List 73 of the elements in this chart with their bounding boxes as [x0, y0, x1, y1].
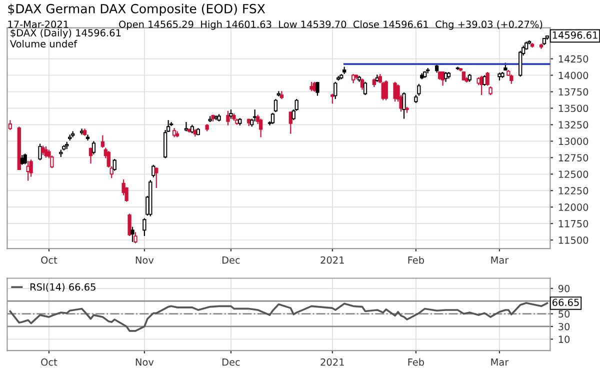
- x-tick-label: Oct: [41, 358, 58, 366]
- candlestick: [128, 213, 132, 237]
- candlestick: [274, 98, 278, 113]
- candlestick: [440, 70, 445, 86]
- candlestick: [184, 122, 188, 132]
- candlestick: [316, 81, 320, 96]
- chart-title: $DAX German DAX Composite (EOD) FSX: [8, 4, 266, 16]
- candlestick: [486, 71, 490, 86]
- candlestick: [253, 108, 257, 122]
- y-tick-label: 30: [558, 322, 570, 330]
- candlestick: [92, 140, 96, 155]
- candlestick: [29, 159, 33, 178]
- x-tick-label: 2021: [320, 358, 344, 366]
- candlestick: [351, 73, 356, 84]
- x-tick-label: Mar: [491, 358, 509, 366]
- y-tick-label: 12250: [558, 187, 588, 194]
- x-tick-label: Mar: [491, 256, 509, 264]
- x-tick-label: Dec: [222, 358, 240, 366]
- annotation: 66.65: [552, 298, 579, 306]
- x-tick-label: 2021: [320, 256, 344, 264]
- annotation: Volume undef: [10, 40, 78, 48]
- legend-label: RSI(14) 66.65: [30, 283, 96, 292]
- y-tick-label: 13750: [558, 88, 588, 96]
- chart-subtitle: 17-Mar-2021: [8, 20, 68, 28]
- candlestick: [330, 93, 334, 104]
- candlestick: [417, 83, 421, 96]
- y-tick-label: 10: [558, 336, 570, 344]
- annotation: Open 14565.29 High 14601.63 Low 14539.70 Close 14596.61 Chg +39.03 (+0.27%): [119, 20, 542, 30]
- candlestick: [152, 164, 156, 178]
- candlestick: [44, 146, 48, 158]
- candlestick: [270, 112, 275, 125]
- candlestick: [363, 81, 368, 96]
- y-tick-label: 12000: [558, 204, 588, 211]
- y-tick-label: 13250: [558, 121, 588, 129]
- x-tick-label: Feb: [408, 358, 424, 366]
- candlestick: [134, 232, 138, 244]
- candlestick: [288, 110, 292, 134]
- y-tick-label: 11750: [558, 220, 588, 228]
- candlestick: [258, 118, 263, 138]
- y-tick-label: 13500: [558, 104, 588, 112]
- candlestick: [154, 166, 158, 188]
- candlestick: [384, 80, 388, 101]
- candlestick: [8, 120, 12, 131]
- line-series: [9, 302, 548, 332]
- y-tick-label: 14250: [558, 55, 588, 63]
- y-tick-label: 12750: [558, 154, 588, 162]
- candlestick: [142, 218, 146, 237]
- annotation: 14596.61: [552, 31, 598, 39]
- y-tick-label: 90: [558, 284, 570, 292]
- x-tick-label: Feb: [408, 256, 424, 264]
- annotation: $DAX (Daily) 14596.61: [10, 28, 121, 38]
- x-tick-label: Nov: [136, 256, 154, 264]
- candlestick: [510, 74, 514, 84]
- candlestick: [402, 92, 406, 120]
- x-tick-label: Nov: [136, 358, 154, 366]
- candlestick: [172, 127, 176, 138]
- x-tick-label: Oct: [41, 256, 58, 264]
- candlestick: [393, 81, 397, 102]
- candlestick: [112, 158, 116, 172]
- x-tick-label: Dec: [222, 256, 240, 264]
- candlestick: [38, 143, 42, 161]
- candlestick: [334, 81, 338, 100]
- candlestick: [23, 153, 27, 165]
- candlestick: [41, 145, 45, 156]
- candlestick: [130, 226, 134, 243]
- y-tick-label: 11500: [558, 236, 588, 244]
- y-tick-label: 50: [558, 310, 570, 318]
- candlestick: [229, 108, 233, 120]
- candlestick: [226, 110, 230, 126]
- y-tick-label: 14000: [558, 72, 588, 80]
- y-tick-label: 13000: [558, 138, 588, 145]
- y-tick-label: 12500: [558, 170, 588, 178]
- candlestick: [100, 134, 104, 148]
